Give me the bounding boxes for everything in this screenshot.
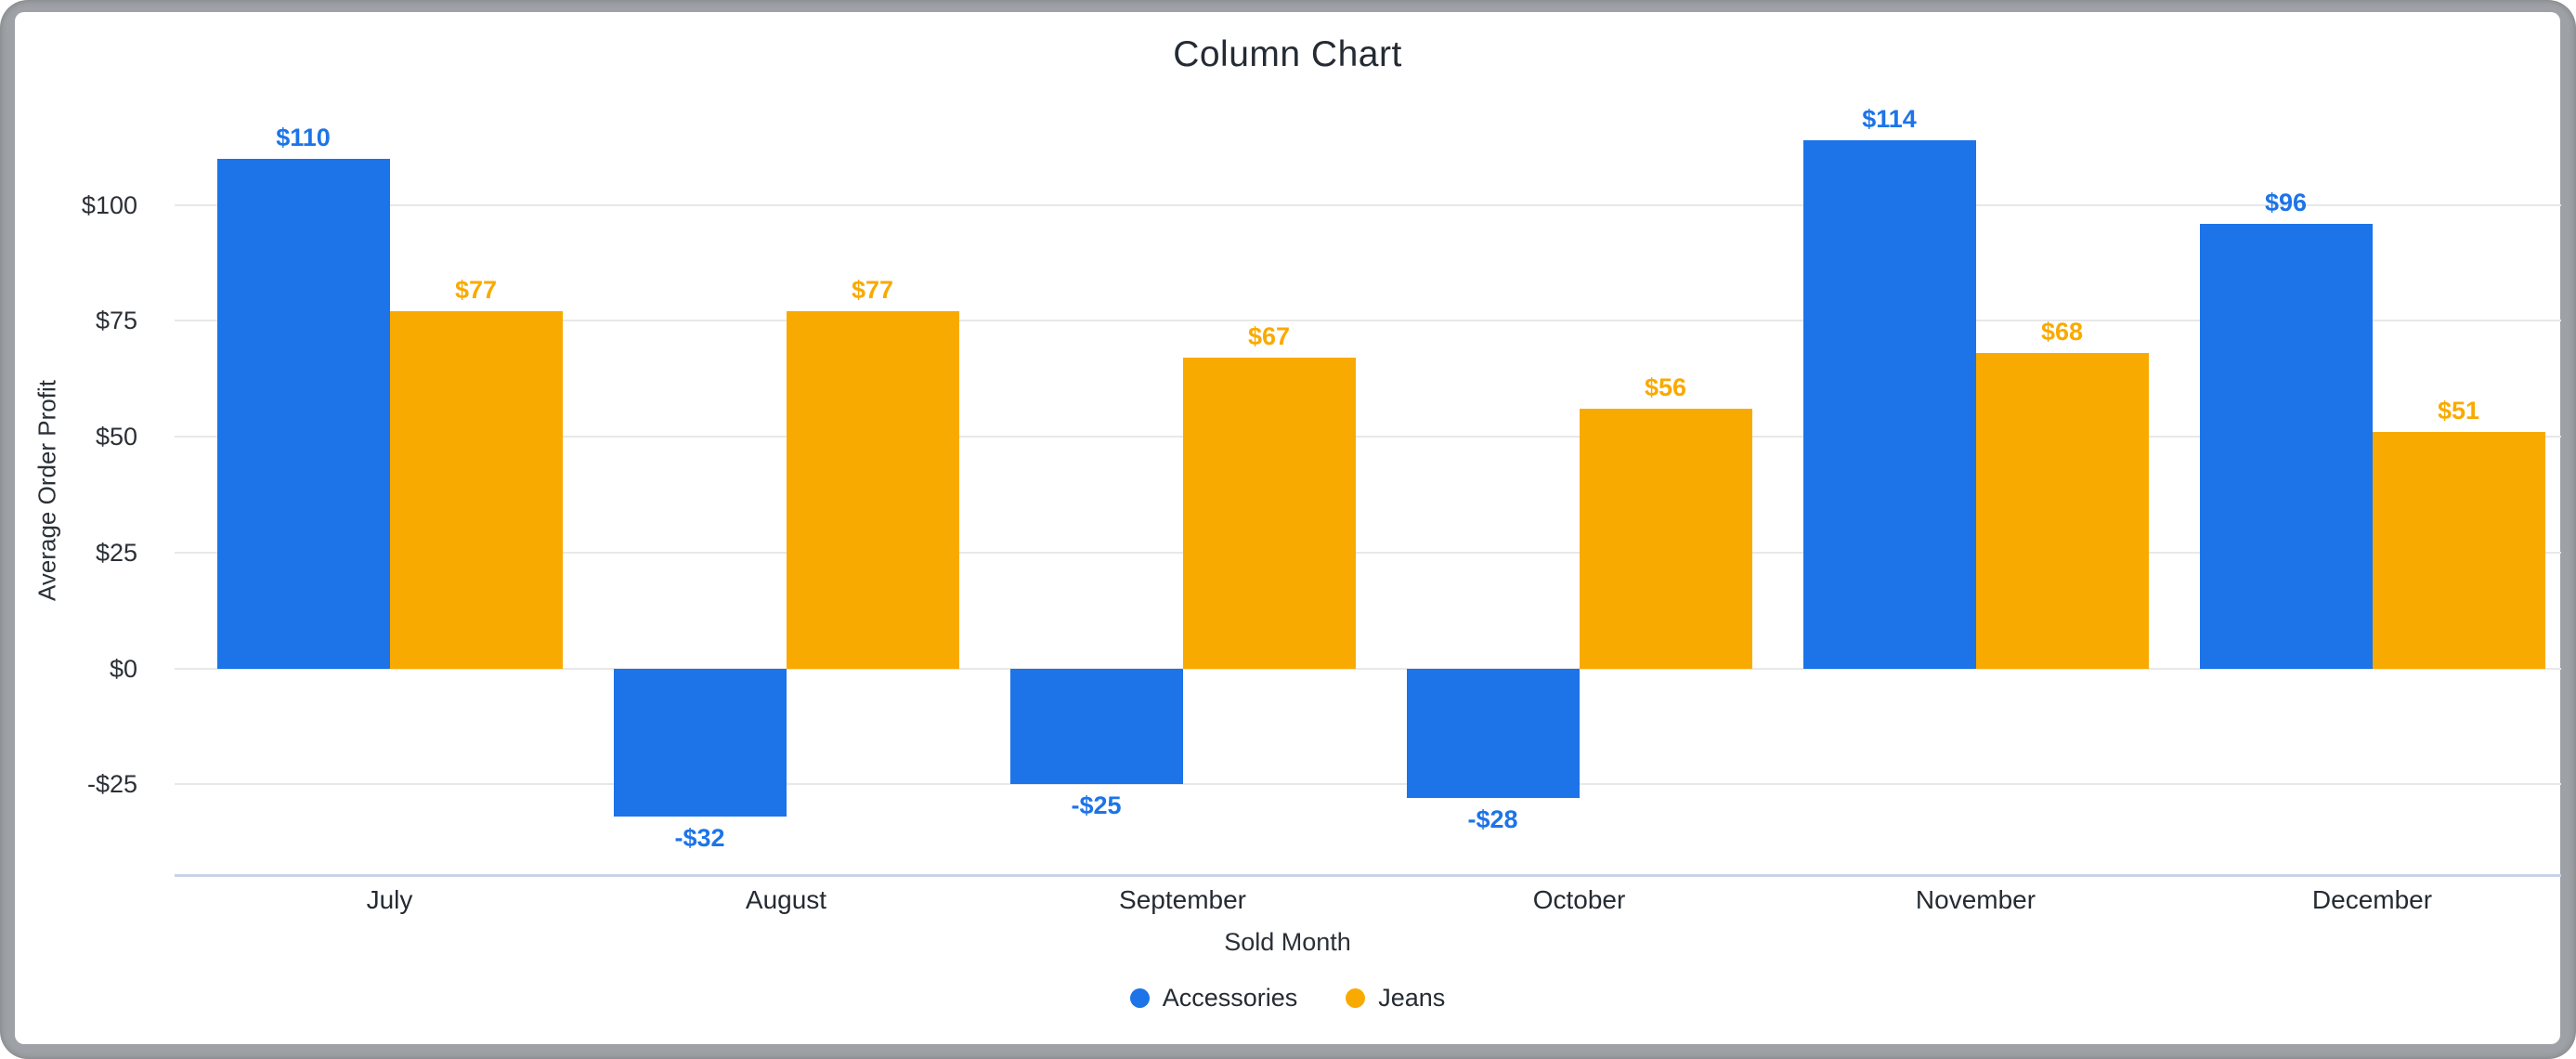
x-axis-title: Sold Month [1224, 928, 1351, 956]
legend-color-dot-icon [1346, 988, 1366, 1008]
gridline-0 [175, 667, 2561, 670]
bar-jeans-july[interactable] [389, 311, 563, 669]
bar-value-label-jeans-november: $68 [2040, 318, 2084, 346]
gridline-50 [175, 436, 2561, 438]
y-tick-label: $25 [95, 538, 137, 567]
legend-item-accessories[interactable]: Accessories [1129, 984, 1298, 1013]
bar-value-label-jeans-july: $77 [454, 276, 498, 305]
bar-accessories-december[interactable] [2199, 223, 2373, 669]
y-tick-label: -$25 [86, 770, 137, 799]
legend-color-dot-icon [1129, 988, 1150, 1008]
y-tick-label: $50 [95, 423, 137, 451]
bar-value-label-jeans-september: $67 [1247, 322, 1291, 351]
x-tick-label-september: September [1119, 885, 1246, 914]
bar-accessories-september[interactable] [1009, 668, 1183, 785]
y-tick-label: $100 [81, 190, 137, 219]
bar-jeans-august[interactable] [786, 311, 959, 669]
bar-jeans-october[interactable] [1579, 409, 1752, 669]
y-axis-title: Average Order Profit [33, 380, 61, 601]
bar-jeans-september[interactable] [1182, 358, 1356, 669]
bar-value-label-accessories-july: $110 [276, 123, 331, 151]
x-tick-label-august: August [745, 885, 827, 914]
y-tick-label: $0 [109, 654, 137, 683]
gridline-75 [175, 320, 2561, 322]
gridline-100 [175, 203, 2561, 206]
bar-value-label-accessories-december: $96 [2264, 188, 2308, 216]
bar-value-label-accessories-august: -$32 [674, 824, 725, 853]
legend-item-jeans[interactable]: Jeans [1346, 984, 1445, 1013]
legend-label: Accessories [1162, 984, 1298, 1012]
legend: Accessories Jeans [15, 984, 2560, 1013]
bar-accessories-october[interactable] [1406, 668, 1580, 799]
x-tick-label-october: October [1532, 885, 1626, 914]
bar-accessories-august[interactable] [613, 668, 787, 817]
bar-value-label-jeans-december: $51 [2437, 397, 2480, 425]
bar-value-label-accessories-september: -$25 [1071, 791, 1122, 820]
legend-label: Jeans [1378, 984, 1446, 1012]
bar-jeans-november[interactable] [1975, 353, 2149, 669]
plot-area: $110 -$32 -$25 -$28 $114 $96 $77 $77 $67 $56 $68 $5… [175, 105, 2561, 877]
bar-value-label-jeans-august: $77 [851, 276, 894, 305]
bar-accessories-july[interactable] [216, 158, 390, 669]
bar-jeans-december[interactable] [2372, 432, 2545, 669]
bar-value-label-accessories-november: $114 [1862, 104, 1917, 133]
x-tick-label-july: July [366, 885, 413, 914]
x-tick-label-november: November [1915, 885, 2036, 914]
chart-title: Column Chart [1173, 34, 1402, 74]
y-tick-label: $75 [95, 307, 137, 335]
chart-card: Column Chart Average Order Profit $100 $7… [15, 12, 2561, 1044]
bar-accessories-november[interactable] [1802, 139, 1976, 669]
bar-value-label-accessories-october: -$28 [1467, 805, 1518, 834]
bar-value-label-jeans-october: $56 [1644, 373, 1687, 402]
gridline-neg25 [175, 783, 2561, 786]
gridline-25 [175, 551, 2561, 554]
x-tick-label-december: December [2311, 885, 2433, 914]
